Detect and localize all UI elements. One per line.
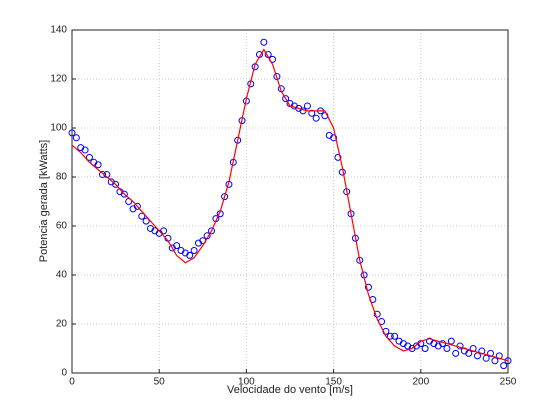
data-point: [312, 114, 320, 122]
x-tick-label: 100: [238, 377, 255, 388]
fit-line: [71, 48, 509, 362]
y-tick-label: 40: [56, 270, 68, 281]
data-point: [364, 283, 372, 291]
data-point: [465, 349, 473, 357]
data-point: [491, 357, 499, 365]
data-point: [112, 180, 120, 188]
data-point: [85, 153, 93, 161]
y-tick-label: 0: [61, 368, 67, 379]
data-point: [186, 251, 194, 259]
data-point: [282, 95, 290, 103]
data-point: [391, 332, 399, 340]
data-point: [473, 352, 481, 360]
data-point: [504, 357, 512, 365]
data-point: [120, 190, 128, 198]
y-axis-label: Potencia gerada [kWatts]: [38, 140, 50, 263]
data-point: [94, 161, 102, 169]
data-point: [447, 337, 455, 345]
y-tick-label: 20: [56, 319, 68, 330]
data-point: [443, 345, 451, 352]
data-point: [234, 136, 242, 144]
data-point: [138, 212, 146, 220]
x-tick-label: 50: [154, 377, 166, 388]
data-point: [99, 171, 107, 179]
y-tick-label: 120: [50, 74, 67, 85]
data-point: [373, 310, 381, 318]
x-tick-label: 0: [69, 377, 75, 388]
x-tick-label: 250: [500, 377, 517, 388]
data-point: [208, 227, 216, 235]
x-axis-label: Velocidade do vento [m/s]: [227, 384, 353, 396]
data-point: [68, 129, 76, 137]
data-point: [482, 354, 490, 362]
data-point: [81, 146, 89, 154]
data-point: [173, 242, 181, 250]
data-point: [160, 227, 168, 235]
y-tick-label: 140: [50, 25, 67, 36]
data-point: [421, 345, 429, 352]
data-point: [72, 134, 80, 142]
data-point: [133, 202, 141, 210]
plot-frame: [71, 29, 509, 374]
data-point: [142, 217, 150, 225]
data-point: [190, 247, 198, 254]
y-tick-label: 100: [50, 123, 67, 134]
data-point: [386, 332, 394, 340]
data-point: [303, 102, 311, 110]
data-point: [221, 193, 229, 201]
data-point: [260, 38, 268, 46]
data-point: [500, 362, 508, 370]
data-point: [330, 134, 338, 142]
x-tick-label: 150: [325, 377, 342, 388]
data-point: [334, 153, 342, 161]
y-tick-label: 60: [56, 221, 68, 232]
data-point: [452, 349, 460, 357]
x-tick-label: 200: [412, 377, 429, 388]
y-tick-label: 80: [56, 172, 68, 183]
